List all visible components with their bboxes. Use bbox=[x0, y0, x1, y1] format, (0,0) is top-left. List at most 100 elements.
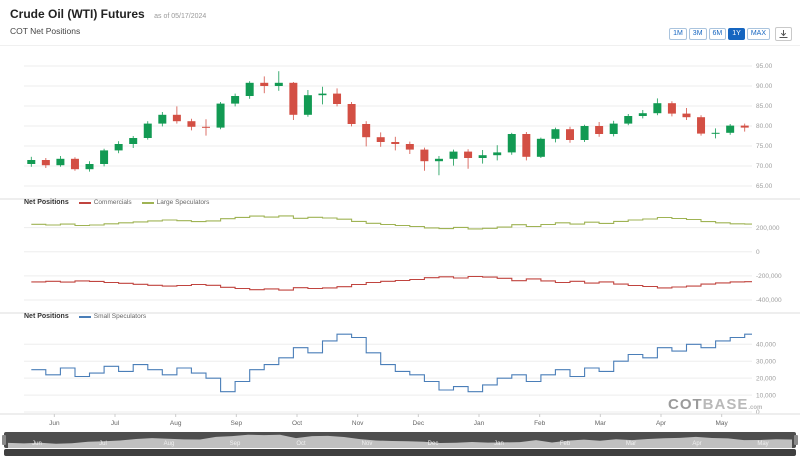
candle-body bbox=[56, 158, 65, 166]
candle-body bbox=[187, 121, 196, 127]
y-axis-label: 20,000 bbox=[756, 375, 776, 382]
cot-charts-plot-area[interactable]: 95.00 90.00 85.00 80.00 75.00 70.00 65.00 200,0… bbox=[0, 56, 800, 432]
navigator-month-label: Dec bbox=[428, 441, 439, 447]
commercials-label: Commercials bbox=[93, 199, 132, 206]
legend-item-commercials[interactable]: Commercials bbox=[78, 199, 132, 206]
y-axis-label: -400,000 bbox=[756, 297, 782, 304]
candle-body bbox=[202, 126, 210, 128]
legend-item-small-speculators[interactable]: Small Speculators bbox=[78, 313, 147, 320]
range-navigator[interactable]: Jun Jul Aug Sep Oct Nov Dec Jan Feb Mar Apr May bbox=[0, 432, 800, 456]
navigator-scrollbar bbox=[4, 449, 796, 456]
navigator-month-label: Oct bbox=[296, 441, 306, 447]
y-axis-label: 95.00 bbox=[756, 63, 773, 70]
candle-body bbox=[245, 82, 254, 96]
y-axis-label: 0 bbox=[756, 409, 760, 416]
candle-body bbox=[507, 134, 516, 153]
range-button-max[interactable]: MAX bbox=[746, 27, 770, 41]
candle-body bbox=[478, 155, 487, 158]
candle-body bbox=[711, 132, 720, 134]
candle-body bbox=[667, 103, 676, 114]
candle-body bbox=[114, 144, 123, 151]
candle-body bbox=[289, 82, 298, 115]
candle-body bbox=[362, 124, 371, 138]
month-axis-label: Aug bbox=[170, 420, 182, 427]
navigator-month-label: Sep bbox=[230, 441, 241, 447]
navigator-month-label: Jan bbox=[494, 441, 504, 447]
large-speculators-label: Large Speculators bbox=[156, 199, 210, 206]
candle-body bbox=[420, 149, 429, 162]
y-axis-label: 80.00 bbox=[756, 123, 773, 130]
month-axis-label: Mar bbox=[595, 420, 607, 427]
candle-body bbox=[580, 126, 589, 140]
candle-body bbox=[595, 126, 604, 134]
y-axis-label: 40,000 bbox=[756, 342, 776, 349]
candle-body bbox=[231, 96, 240, 104]
candle-body bbox=[376, 137, 385, 142]
candle-body bbox=[391, 142, 400, 144]
candle-body bbox=[740, 125, 749, 128]
candle-body bbox=[653, 103, 662, 114]
month-axis-label: May bbox=[716, 420, 729, 427]
cotbase-watermark: COTBASE.com bbox=[668, 396, 762, 413]
small-speculators-swatch bbox=[78, 315, 91, 318]
candle-body bbox=[464, 151, 473, 158]
watermark-part2: BASE bbox=[702, 396, 749, 413]
candle-body bbox=[333, 93, 342, 104]
y-axis-label: 85.00 bbox=[756, 103, 773, 110]
large-speculators-swatch bbox=[141, 201, 154, 204]
navigator-month-label: Apr bbox=[692, 441, 701, 447]
candle-body bbox=[129, 138, 138, 144]
candle-body bbox=[522, 134, 531, 157]
y-axis-label: 90.00 bbox=[756, 83, 773, 90]
page-subtitle: COT Net Positions bbox=[10, 26, 81, 36]
month-axis-label: Sep bbox=[231, 420, 243, 427]
month-axis-label: Dec bbox=[413, 420, 425, 427]
y-axis-label: -200,000 bbox=[756, 273, 782, 280]
net-positions-legend-1: Net Positions Commercials Large Speculat… bbox=[24, 199, 209, 206]
candle-body bbox=[274, 82, 283, 86]
month-axis-label: Jul bbox=[111, 420, 120, 427]
net-positions-legend-2: Net Positions Small Speculators bbox=[24, 313, 146, 320]
candle-body bbox=[536, 138, 545, 157]
candle-body bbox=[449, 151, 458, 159]
legend-item-large-speculators[interactable]: Large Speculators bbox=[141, 199, 210, 206]
candle-body bbox=[41, 160, 50, 166]
y-axis-label: 30,000 bbox=[756, 358, 776, 365]
navigator-handle-left bbox=[2, 435, 6, 445]
y-axis-label: 200,000 bbox=[756, 225, 780, 232]
candle-body bbox=[172, 114, 181, 122]
large-speculators-line bbox=[31, 215, 752, 230]
commercials-line bbox=[31, 275, 752, 291]
page-header: Crude Oil (WTI) Futures as of 05/17/2024… bbox=[10, 5, 790, 36]
candle-body bbox=[158, 114, 167, 124]
candle-body bbox=[609, 123, 618, 134]
navigator-month-label: May bbox=[757, 441, 768, 447]
candle-body bbox=[638, 113, 647, 116]
net-positions-label-2: Net Positions bbox=[24, 313, 69, 320]
range-button-1y[interactable]: 1Y bbox=[728, 27, 745, 41]
range-button-3m[interactable]: 3M bbox=[688, 27, 707, 41]
candle-body bbox=[318, 93, 327, 96]
candle-body bbox=[347, 104, 356, 124]
net-positions-label: Net Positions bbox=[24, 199, 69, 206]
range-button-1m[interactable]: 1M bbox=[669, 27, 687, 41]
y-axis-label: 10,000 bbox=[756, 392, 776, 399]
candle-body bbox=[624, 116, 633, 124]
candle-body bbox=[682, 113, 691, 118]
candle-body bbox=[566, 129, 574, 140]
export-button[interactable] bbox=[775, 27, 792, 41]
watermark-part1: COT bbox=[668, 396, 703, 413]
commercials-swatch bbox=[78, 201, 91, 204]
as-of-date: as of 05/17/2024 bbox=[154, 13, 207, 20]
navigator-month-label: Jul bbox=[99, 441, 107, 447]
small-speculators-label: Small Speculators bbox=[93, 313, 147, 320]
y-axis-label: 70.00 bbox=[756, 163, 773, 170]
navigator-area bbox=[8, 434, 792, 448]
month-axis-label: Oct bbox=[292, 420, 302, 427]
navigator-month-label: Nov bbox=[362, 441, 373, 447]
download-icon bbox=[779, 29, 788, 38]
range-button-6m[interactable]: 6M bbox=[708, 27, 727, 41]
watermark-suffix: .com bbox=[748, 405, 763, 411]
header-divider bbox=[0, 45, 800, 46]
